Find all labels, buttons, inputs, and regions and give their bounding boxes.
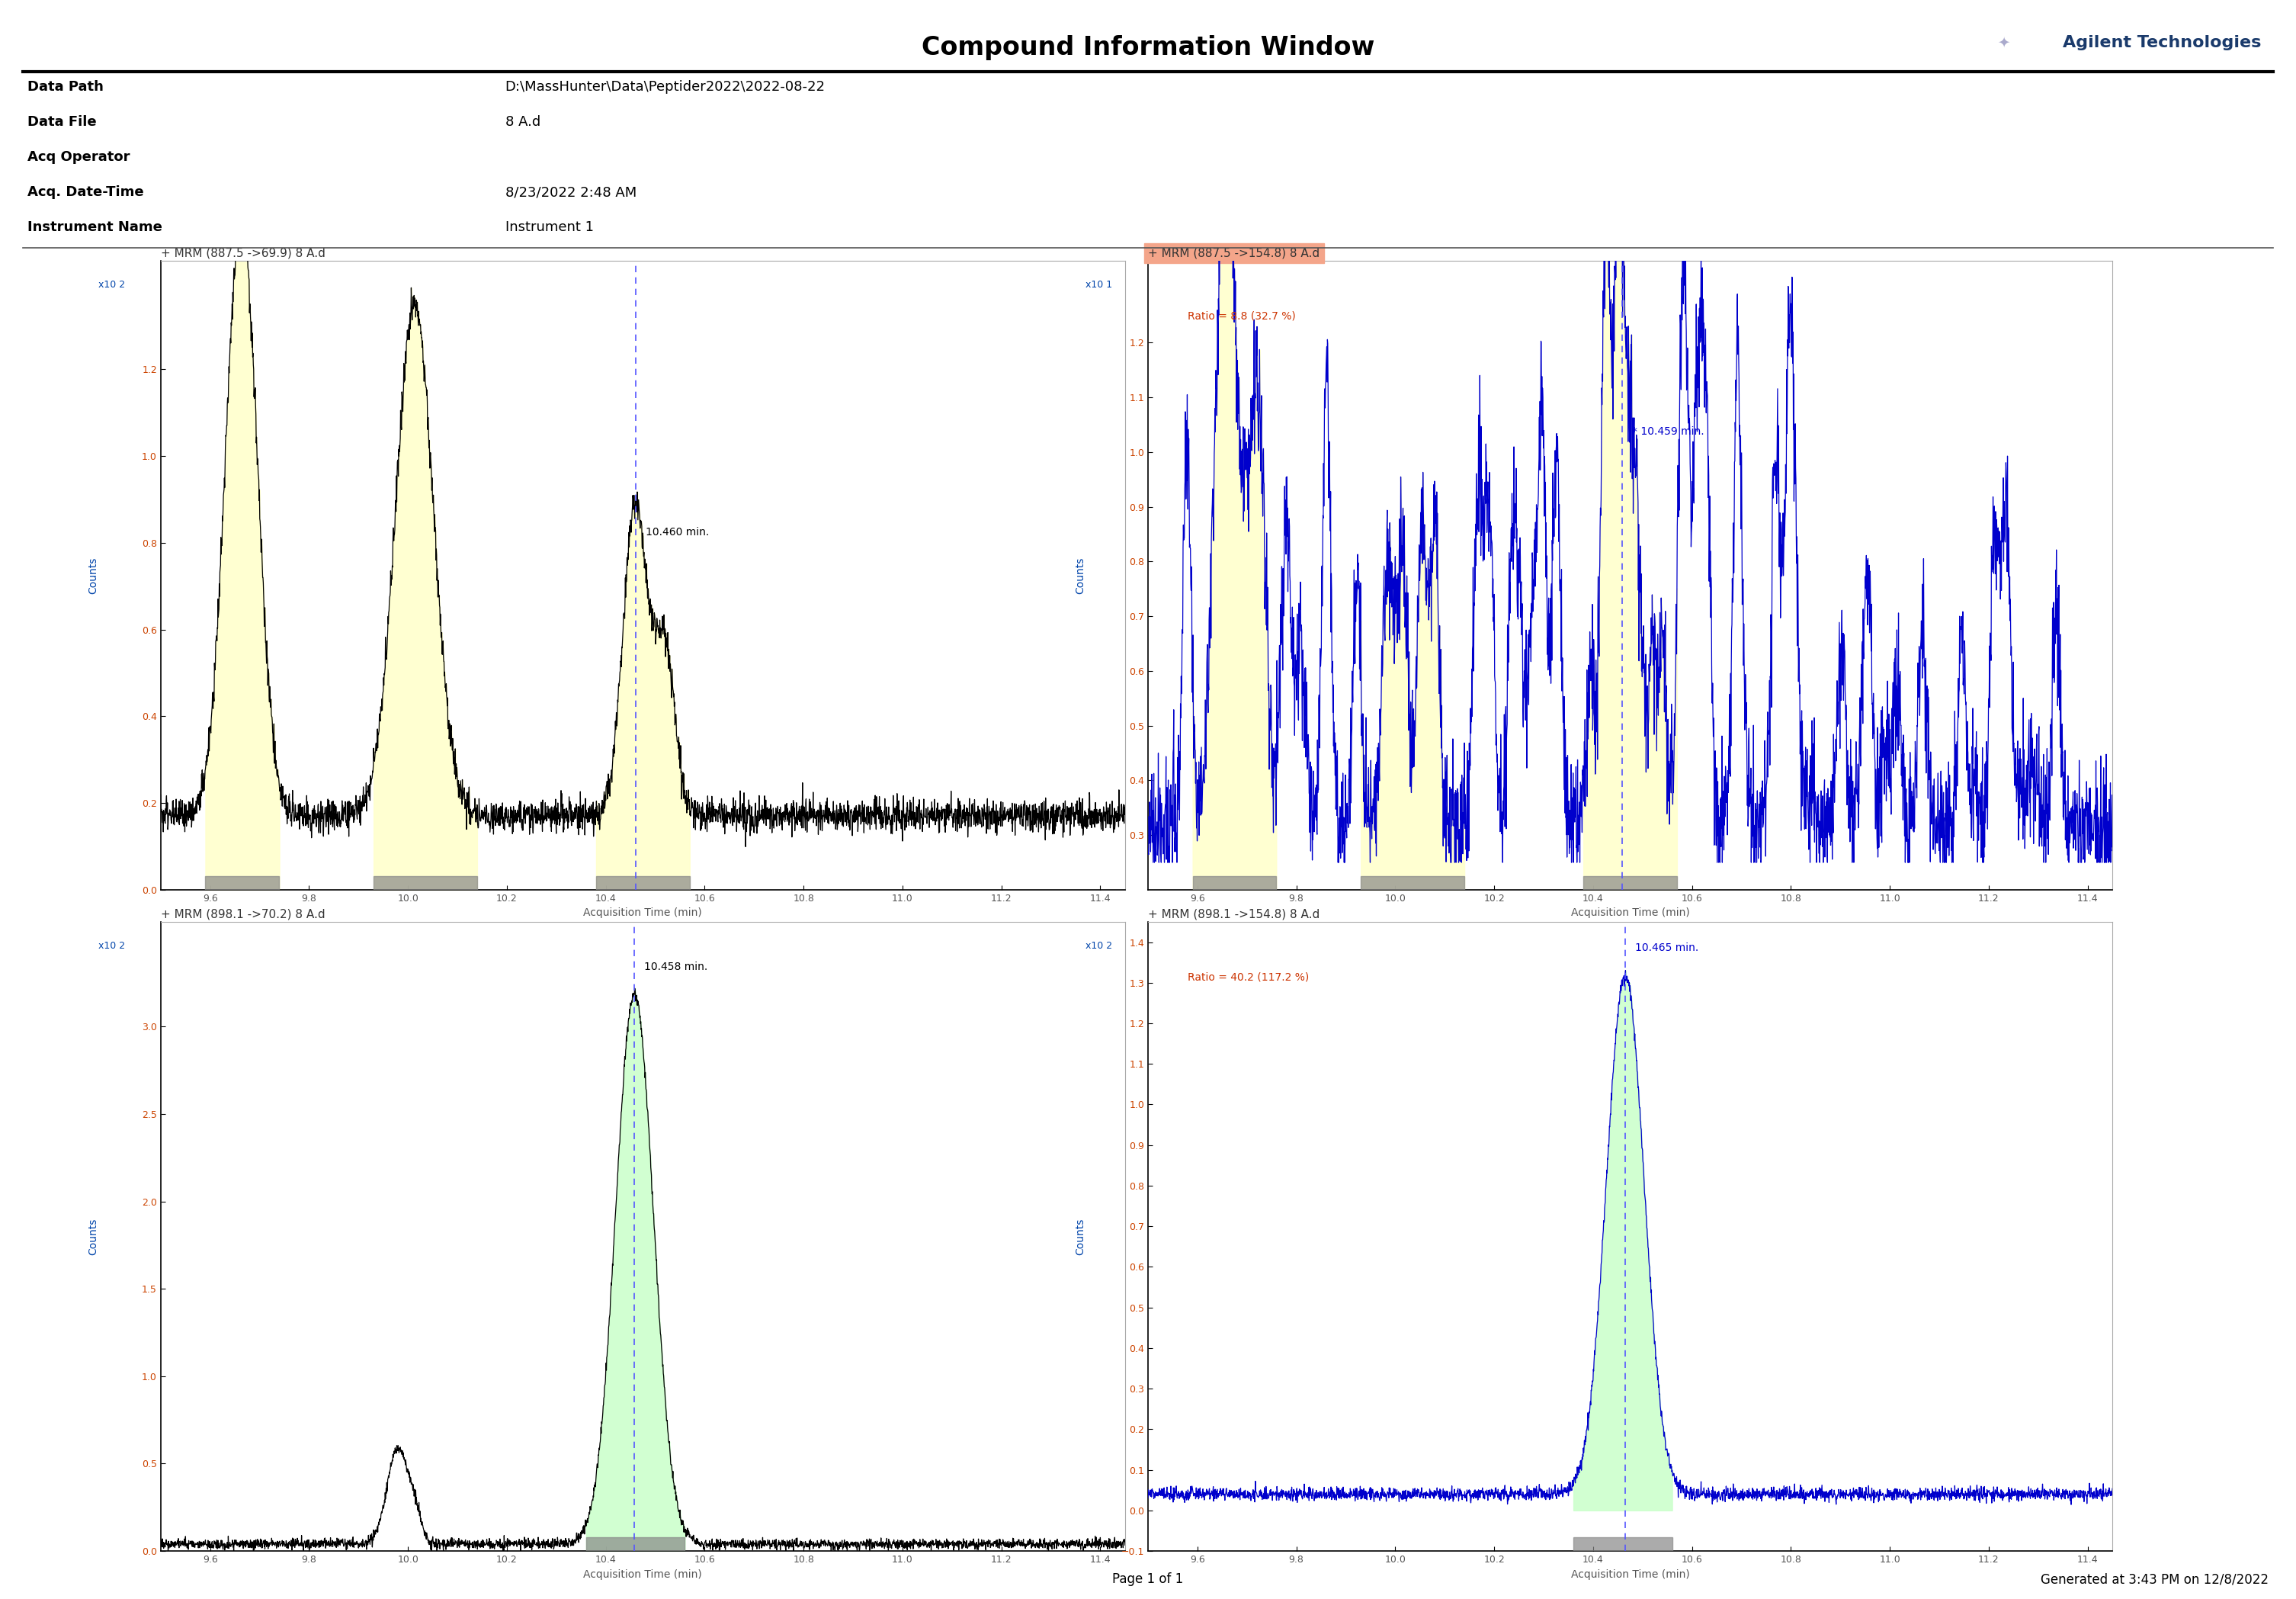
Text: ✦: ✦ bbox=[1998, 35, 2009, 50]
Text: Acq Operator: Acq Operator bbox=[28, 150, 131, 165]
X-axis label: Acquisition Time (min): Acquisition Time (min) bbox=[1570, 908, 1690, 918]
Bar bbox=[204, 876, 280, 889]
Text: 10.460 min.: 10.460 min. bbox=[645, 526, 709, 537]
Text: x10 1: x10 1 bbox=[1086, 280, 1111, 289]
Text: 8/23/2022 2:48 AM: 8/23/2022 2:48 AM bbox=[505, 185, 636, 200]
X-axis label: Acquisition Time (min): Acquisition Time (min) bbox=[1570, 1569, 1690, 1580]
X-axis label: Acquisition Time (min): Acquisition Time (min) bbox=[583, 1569, 703, 1580]
X-axis label: Acquisition Time (min): Acquisition Time (min) bbox=[583, 908, 703, 918]
Bar bbox=[374, 876, 478, 889]
Text: + MRM (898.1 ->154.8) 8 A.d: + MRM (898.1 ->154.8) 8 A.d bbox=[1148, 908, 1320, 919]
Text: x10 2: x10 2 bbox=[99, 940, 124, 951]
Text: Compound Information Window: Compound Information Window bbox=[921, 35, 1375, 61]
Text: Instrument 1: Instrument 1 bbox=[505, 221, 595, 235]
Text: Counts: Counts bbox=[1075, 1218, 1086, 1255]
Text: + MRM (887.5 ->154.8) 8 A.d: + MRM (887.5 ->154.8) 8 A.d bbox=[1148, 248, 1320, 259]
Text: Ratio = 8.8 (32.7 %): Ratio = 8.8 (32.7 %) bbox=[1187, 310, 1295, 321]
Text: x10 2: x10 2 bbox=[1086, 940, 1111, 951]
Text: + MRM (887.5 ->69.9) 8 A.d: + MRM (887.5 ->69.9) 8 A.d bbox=[161, 248, 326, 259]
Text: Counts: Counts bbox=[87, 556, 99, 593]
Text: 10.465 min.: 10.465 min. bbox=[1635, 942, 1699, 953]
Bar bbox=[1362, 876, 1465, 889]
Text: Ratio = 40.2 (117.2 %): Ratio = 40.2 (117.2 %) bbox=[1187, 972, 1309, 983]
Bar bbox=[597, 876, 689, 889]
Bar bbox=[1584, 876, 1676, 889]
Text: Data File: Data File bbox=[28, 115, 96, 130]
Bar bbox=[1573, 1537, 1671, 1551]
Text: Agilent Technologies: Agilent Technologies bbox=[2064, 35, 2262, 51]
Text: Data Path: Data Path bbox=[28, 80, 103, 94]
Bar bbox=[1192, 876, 1277, 889]
Text: Instrument Name: Instrument Name bbox=[28, 221, 163, 235]
Text: D:\MassHunter\Data\Peptider2022\2022-08-22: D:\MassHunter\Data\Peptider2022\2022-08-… bbox=[505, 80, 824, 94]
Text: Counts: Counts bbox=[1075, 556, 1086, 593]
Text: 10.458 min.: 10.458 min. bbox=[645, 961, 707, 972]
Text: Acq. Date-Time: Acq. Date-Time bbox=[28, 185, 145, 200]
Text: x10 2: x10 2 bbox=[99, 280, 124, 289]
Text: Counts: Counts bbox=[87, 1218, 99, 1255]
Text: * 10.459 min.: * 10.459 min. bbox=[1632, 427, 1704, 437]
Text: 8 A.d: 8 A.d bbox=[505, 115, 540, 130]
Text: Generated at 3:43 PM on 12/8/2022: Generated at 3:43 PM on 12/8/2022 bbox=[2041, 1572, 2268, 1586]
Text: Page 1 of 1: Page 1 of 1 bbox=[1114, 1572, 1182, 1586]
Text: + MRM (898.1 ->70.2) 8 A.d: + MRM (898.1 ->70.2) 8 A.d bbox=[161, 908, 326, 919]
Bar bbox=[585, 1537, 684, 1551]
